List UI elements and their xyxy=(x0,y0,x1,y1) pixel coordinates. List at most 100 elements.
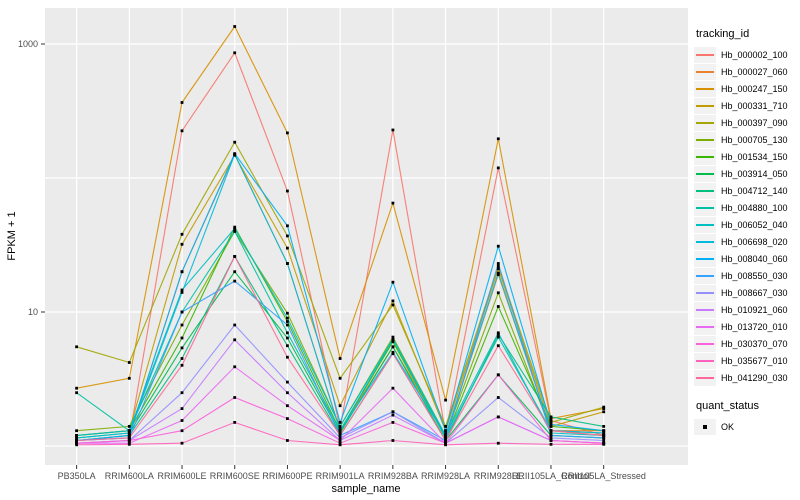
data-point xyxy=(338,404,342,408)
color-legend-title: tracking_id xyxy=(696,28,750,40)
data-point xyxy=(391,345,395,349)
data-point xyxy=(444,398,447,402)
data-point xyxy=(602,431,606,435)
data-point xyxy=(233,323,237,327)
data-point xyxy=(233,270,237,274)
data-point xyxy=(391,337,395,341)
data-point xyxy=(391,421,395,424)
data-point xyxy=(180,310,184,314)
data-point xyxy=(286,316,289,320)
data-point xyxy=(496,273,500,276)
legend-item-label: Hb_010921_060 xyxy=(721,304,788,315)
data-points xyxy=(75,25,606,447)
data-point xyxy=(180,357,184,360)
data-point xyxy=(286,404,289,408)
legend-item-Hb_008550_030: Hb_008550_030 xyxy=(694,267,798,284)
data-point xyxy=(338,434,342,437)
legend-color-line xyxy=(696,359,714,362)
legend-key-swatch xyxy=(694,63,716,80)
data-point xyxy=(286,344,289,348)
legend-item-Hb_010921_060: Hb_010921_060 xyxy=(694,301,798,318)
data-point xyxy=(496,305,500,308)
data-point xyxy=(286,355,289,359)
data-point xyxy=(444,441,447,445)
data-point xyxy=(549,423,553,426)
legend-item-Hb_030370_070: Hb_030370_070 xyxy=(694,335,798,352)
data-point xyxy=(75,436,78,440)
legend-item-label: Hb_006052_040 xyxy=(721,219,788,230)
data-point xyxy=(127,376,131,380)
data-point xyxy=(549,419,553,422)
legend-key-swatch xyxy=(694,233,716,250)
data-point xyxy=(286,439,289,442)
legend-item-Hb_000331_710: Hb_000331_710 xyxy=(694,97,798,114)
legend-key-swatch xyxy=(694,352,716,369)
data-point xyxy=(444,434,447,437)
data-point xyxy=(180,407,184,410)
legend-item-label: Hb_013720_010 xyxy=(721,321,788,332)
data-point xyxy=(496,344,500,348)
legend-item-Hb_000397_090: Hb_000397_090 xyxy=(694,114,798,131)
legend-item-Hb_000247_150: Hb_000247_150 xyxy=(694,80,798,97)
data-point xyxy=(391,335,395,339)
data-point xyxy=(549,442,553,446)
legend-key-swatch xyxy=(694,46,716,63)
legend-item-Hb_008667_030: Hb_008667_030 xyxy=(694,284,798,301)
legend-item-Hb_000027_060: Hb_000027_060 xyxy=(694,63,798,80)
data-point xyxy=(127,431,131,435)
legend-item-Hb_000705_130: Hb_000705_130 xyxy=(694,131,798,148)
data-point xyxy=(127,429,131,433)
x-tick-label: RRIM928LE xyxy=(474,471,523,481)
data-point xyxy=(127,436,131,440)
data-point xyxy=(602,410,606,414)
data-point xyxy=(180,323,184,327)
legend-color-line xyxy=(696,308,714,311)
data-point xyxy=(549,415,553,419)
axis-tick-labels: 1000 10 PB350LA RRIM600LA RRIM600LE RRIM600SE… xyxy=(18,39,646,481)
data-point xyxy=(496,373,500,377)
data-point xyxy=(391,439,395,442)
data-point xyxy=(180,363,184,367)
legend-item-label: Hb_001534_150 xyxy=(721,151,788,162)
data-point xyxy=(233,25,237,28)
data-point xyxy=(391,201,395,205)
legend-item-Hb_006698_020: Hb_006698_020 xyxy=(694,233,798,250)
legend-key-swatch xyxy=(694,131,716,148)
data-point xyxy=(602,405,606,409)
data-point xyxy=(233,421,237,424)
legend-color-line xyxy=(696,240,714,243)
data-point xyxy=(549,429,553,433)
data-point xyxy=(127,434,131,437)
data-point xyxy=(338,421,342,424)
data-point xyxy=(180,288,184,292)
data-point xyxy=(180,270,184,274)
data-point xyxy=(496,333,500,336)
legend-item-label: Hb_008040_060 xyxy=(721,253,788,264)
data-point xyxy=(127,361,131,364)
legend-item-Hb_004712_140: Hb_004712_140 xyxy=(694,182,798,199)
data-point xyxy=(496,415,500,419)
legend-color-line xyxy=(696,104,714,107)
data-point xyxy=(75,386,78,390)
data-point xyxy=(233,255,237,258)
legend-item-label: Hb_004880_100 xyxy=(721,202,788,213)
legend-key-swatch xyxy=(694,369,716,386)
legend-item-label: Hb_000397_090 xyxy=(721,117,788,128)
data-point xyxy=(180,336,184,340)
data-point xyxy=(602,434,606,437)
y-tick-label: 10 xyxy=(28,307,38,317)
legend-color-line xyxy=(696,325,714,328)
legend-item-Hb_003914_050: Hb_003914_050 xyxy=(694,165,798,182)
data-point xyxy=(180,391,184,395)
data-point xyxy=(496,264,500,268)
data-point xyxy=(444,431,447,435)
data-point xyxy=(180,441,184,445)
x-tick-label: RRIM600LE xyxy=(158,471,207,481)
data-point xyxy=(75,441,78,445)
data-point xyxy=(286,262,289,265)
legend-item-label: Hb_000705_130 xyxy=(721,134,788,145)
data-point xyxy=(496,137,500,141)
data-point xyxy=(180,129,184,133)
data-point xyxy=(233,396,237,399)
legend-color-line xyxy=(696,70,714,73)
